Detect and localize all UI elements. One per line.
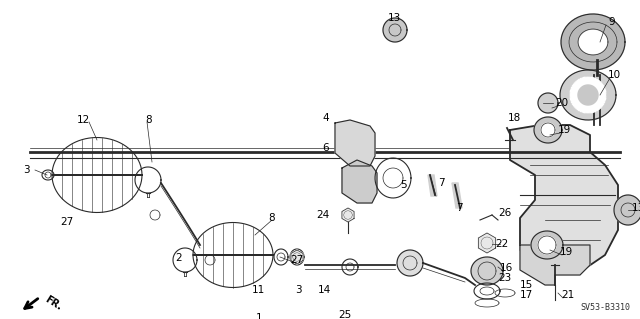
Text: 8: 8 [145,115,152,125]
Text: 1: 1 [256,313,262,319]
Text: 10: 10 [608,70,621,80]
Text: 12: 12 [77,115,90,125]
Polygon shape [478,233,495,253]
Polygon shape [452,183,462,208]
Text: 16: 16 [500,263,513,273]
Polygon shape [510,125,618,272]
Text: 26: 26 [498,208,511,218]
Text: 7: 7 [456,203,463,213]
Text: 13: 13 [388,13,401,23]
Text: 27: 27 [290,255,303,265]
Text: 25: 25 [338,310,351,319]
Text: 23: 23 [498,273,511,283]
Text: 27: 27 [60,217,73,227]
Polygon shape [570,77,606,113]
Text: 24: 24 [316,210,329,220]
Text: 18: 18 [508,113,521,123]
Polygon shape [561,14,625,70]
Text: 9: 9 [608,17,614,27]
Text: 7: 7 [438,178,445,188]
Text: 20: 20 [555,98,568,108]
Polygon shape [397,250,423,276]
Text: 4: 4 [322,113,328,123]
Polygon shape [578,85,598,105]
Polygon shape [335,120,375,166]
Polygon shape [342,208,354,222]
Text: 8: 8 [268,213,275,223]
Polygon shape [383,18,407,42]
Polygon shape [560,70,616,120]
Polygon shape [534,117,562,143]
Text: 22: 22 [495,239,508,249]
Polygon shape [538,93,558,113]
Text: 3: 3 [23,165,29,175]
Polygon shape [614,195,640,225]
Text: 17: 17 [520,290,533,300]
Text: 3: 3 [295,285,301,295]
Text: 19: 19 [560,247,573,257]
Polygon shape [531,231,563,259]
Text: 11: 11 [252,285,265,295]
Text: FR.: FR. [43,294,63,312]
Polygon shape [520,245,590,285]
Text: 5: 5 [400,180,406,190]
Text: 2: 2 [175,253,182,263]
Text: 13: 13 [632,203,640,213]
Polygon shape [538,236,556,254]
Polygon shape [541,123,555,137]
Text: 6: 6 [322,143,328,153]
Text: 19: 19 [558,125,572,135]
Polygon shape [428,175,437,196]
Text: 15: 15 [520,280,533,290]
Text: 21: 21 [561,290,574,300]
Text: 14: 14 [318,285,332,295]
Polygon shape [342,160,377,203]
Text: SV53-B3310: SV53-B3310 [580,303,630,312]
Polygon shape [291,250,303,264]
Polygon shape [471,257,503,285]
